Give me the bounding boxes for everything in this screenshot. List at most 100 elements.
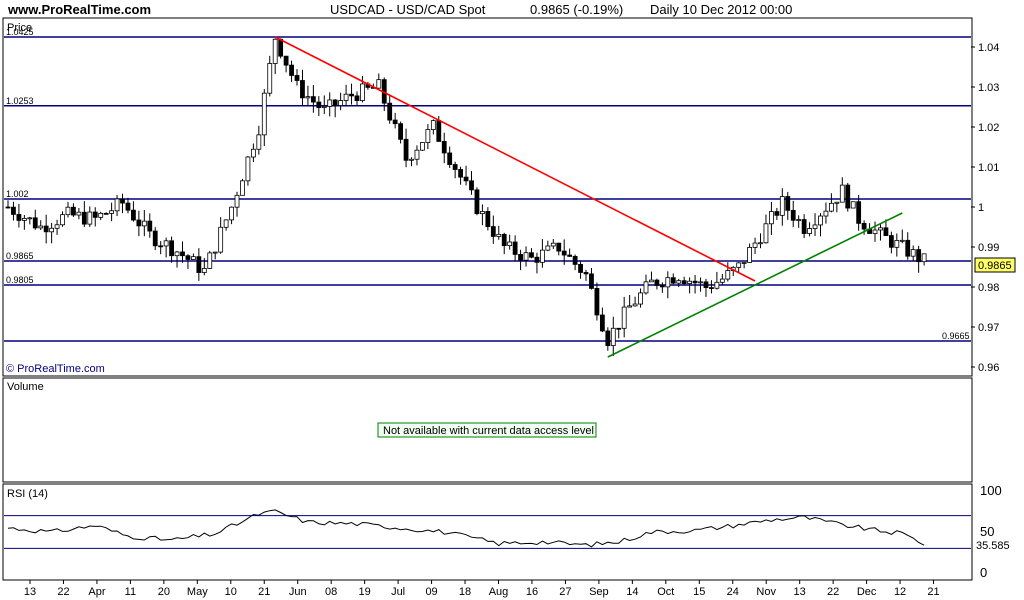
date-tick-label: 08 bbox=[325, 586, 337, 598]
candle-body bbox=[507, 241, 513, 247]
candle-body bbox=[850, 201, 856, 209]
candle-body bbox=[856, 201, 862, 224]
candle-body bbox=[245, 156, 251, 182]
candle-body bbox=[261, 92, 267, 136]
candle-body bbox=[916, 249, 922, 263]
candle-body bbox=[376, 79, 382, 89]
candle-body bbox=[316, 101, 322, 108]
price-tick-label: 1.02 bbox=[978, 122, 999, 134]
candle-body bbox=[845, 184, 851, 209]
candle-body bbox=[16, 214, 22, 221]
candle-body bbox=[452, 164, 458, 170]
candle-body bbox=[894, 240, 900, 248]
candle-body bbox=[698, 281, 703, 284]
last-price-label: 0.9865 bbox=[978, 260, 1012, 272]
candle-body bbox=[409, 158, 414, 161]
candle-body bbox=[719, 278, 725, 283]
candle-body bbox=[152, 230, 158, 247]
candle-body bbox=[643, 281, 649, 294]
candle-body bbox=[539, 249, 545, 263]
candle-body bbox=[54, 224, 60, 229]
candle-body bbox=[294, 75, 300, 81]
candle-body bbox=[659, 285, 665, 288]
candle-body bbox=[223, 219, 229, 228]
period-label: Daily 10 Dec 2012 00:00 bbox=[650, 2, 793, 17]
date-tick-label: 18 bbox=[459, 586, 471, 598]
candle-body bbox=[872, 229, 878, 234]
date-tick-label: 14 bbox=[626, 586, 638, 598]
level-label: 0.9665 bbox=[942, 331, 970, 341]
level-label: 1.0425 bbox=[6, 27, 34, 37]
candle-body bbox=[180, 251, 185, 257]
candle-body bbox=[360, 83, 365, 101]
candle-body bbox=[725, 270, 731, 280]
candle-body bbox=[676, 280, 682, 284]
candle-body bbox=[441, 141, 447, 154]
price-tick-label: 1.04 bbox=[978, 42, 999, 54]
rsi-tick-label: 0 bbox=[980, 565, 987, 580]
watermark: © ProRealTime.com bbox=[6, 363, 105, 375]
candle-body bbox=[21, 218, 27, 221]
candle-body bbox=[692, 280, 698, 284]
trendlines bbox=[274, 36, 903, 358]
level-label: 1.002 bbox=[6, 189, 29, 199]
candle-body bbox=[550, 242, 556, 247]
candle-body bbox=[529, 252, 534, 258]
candle-body bbox=[343, 93, 349, 101]
candle-body bbox=[103, 212, 109, 215]
candle-body bbox=[32, 217, 38, 229]
date-tick-label: Jul bbox=[391, 586, 405, 598]
price-tick-label: 0.96 bbox=[978, 362, 999, 374]
trendline-down bbox=[274, 36, 756, 282]
candle-body bbox=[240, 180, 245, 196]
candle-body bbox=[174, 251, 180, 257]
candle-body bbox=[681, 280, 687, 284]
date-tick-label: May bbox=[187, 586, 208, 598]
candle-body bbox=[501, 233, 507, 247]
candle-body bbox=[534, 256, 540, 263]
candle-body bbox=[332, 99, 338, 106]
candle-body bbox=[321, 106, 327, 108]
date-tick-label: Nov bbox=[756, 586, 776, 598]
candle-body bbox=[839, 184, 845, 203]
date-tick-label: 11 bbox=[125, 586, 136, 598]
candle-body bbox=[670, 277, 676, 284]
price-axis: 0.96 0.97 0.98 0.99 1 1.01 1.02 1.03 1.04 bbox=[971, 42, 999, 374]
candle-body bbox=[687, 280, 693, 284]
candle-body bbox=[392, 119, 398, 125]
price-panel-title: Price bbox=[7, 22, 32, 34]
access-notice: Not available with current data access l… bbox=[383, 425, 594, 437]
candle-body bbox=[589, 273, 594, 289]
candle-body bbox=[818, 215, 823, 226]
candle-body bbox=[207, 252, 213, 269]
candle-body bbox=[621, 306, 627, 329]
candle-body bbox=[905, 239, 911, 257]
candle-body bbox=[71, 206, 76, 216]
candle-body bbox=[518, 254, 523, 261]
rsi-tick-label: 50 bbox=[980, 524, 994, 539]
level-label: 0.9865 bbox=[6, 251, 34, 261]
horizontal-levels: 1.0425 1.0253 1.002 0.9865 0.9805 0.9665 bbox=[4, 27, 971, 342]
candle-body bbox=[354, 95, 360, 101]
price-panel-frame bbox=[2, 17, 973, 377]
candle-body bbox=[87, 211, 93, 225]
trendline-up bbox=[607, 212, 903, 358]
candle-body bbox=[545, 245, 551, 251]
date-tick-label: Jun bbox=[289, 586, 307, 598]
date-tick-label: 22 bbox=[57, 586, 69, 598]
candle-body bbox=[5, 206, 11, 209]
candle-body bbox=[414, 149, 420, 160]
date-tick-label: 15 bbox=[693, 586, 705, 598]
candle-body bbox=[125, 202, 131, 211]
candle-body bbox=[567, 254, 573, 257]
candle-body bbox=[272, 38, 278, 64]
candle-body bbox=[801, 219, 807, 234]
symbol-title: USDCAD - USD/CAD Spot bbox=[330, 2, 486, 17]
candle-body bbox=[578, 263, 583, 273]
candle-body bbox=[190, 256, 196, 260]
site-name[interactable]: www.ProRealTime.com bbox=[8, 2, 152, 17]
candle-body bbox=[109, 210, 115, 214]
candle-body bbox=[774, 211, 780, 216]
candle-body bbox=[163, 240, 169, 247]
